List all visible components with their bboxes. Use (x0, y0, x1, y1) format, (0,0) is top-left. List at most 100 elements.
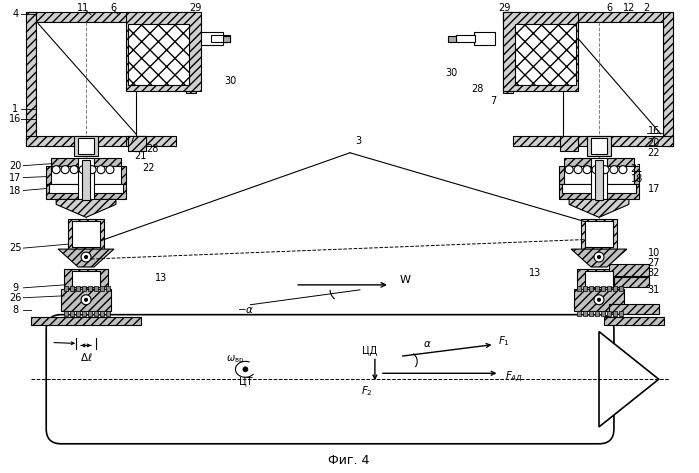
Bar (126, 12, 201, 91)
Bar (128, 24, 189, 85)
Circle shape (61, 166, 69, 174)
Bar (100, 286, 104, 291)
Bar (553, 136, 672, 146)
Text: 22: 22 (647, 148, 660, 158)
Bar (601, 311, 605, 315)
Bar (88, 286, 92, 291)
Circle shape (79, 166, 87, 174)
Bar (61, 289, 111, 311)
Circle shape (592, 166, 600, 174)
Bar (513, 136, 563, 146)
Bar (78, 158, 94, 202)
Bar (609, 304, 658, 314)
Text: $F_1$: $F_1$ (498, 334, 510, 349)
Bar (82, 311, 86, 315)
Circle shape (565, 166, 573, 174)
Text: ЦТ: ЦТ (238, 376, 252, 386)
Polygon shape (58, 249, 114, 267)
Circle shape (583, 166, 591, 174)
Text: $F_{АД}$: $F_{АД}$ (505, 369, 524, 383)
Text: 7: 7 (128, 136, 134, 146)
Bar (607, 286, 611, 291)
Text: 21: 21 (135, 151, 147, 161)
Bar (201, 32, 222, 45)
Circle shape (598, 255, 600, 259)
Circle shape (574, 166, 582, 174)
Polygon shape (569, 200, 629, 217)
Text: 30: 30 (445, 68, 458, 79)
Circle shape (594, 295, 604, 305)
Circle shape (594, 252, 604, 262)
Bar (619, 311, 623, 315)
Bar (574, 289, 624, 311)
Bar (604, 316, 664, 324)
Circle shape (598, 298, 600, 301)
Bar (503, 12, 672, 22)
Text: 4: 4 (13, 9, 18, 19)
Circle shape (601, 166, 609, 174)
Text: 6: 6 (606, 3, 612, 13)
Text: $F_2$: $F_2$ (361, 384, 373, 398)
Bar (100, 311, 104, 315)
Text: 25: 25 (9, 243, 22, 253)
Text: $\omega_{\rm вр}$: $\omega_{\rm вр}$ (226, 353, 245, 366)
Text: 3: 3 (355, 136, 361, 146)
Text: 17: 17 (647, 184, 660, 193)
Bar (447, 35, 456, 42)
Circle shape (85, 298, 87, 301)
Bar (126, 136, 175, 146)
Bar (82, 160, 90, 201)
Text: 28: 28 (147, 144, 159, 154)
Text: 16: 16 (9, 114, 22, 124)
Bar (46, 184, 126, 200)
Bar (595, 311, 599, 315)
Bar (106, 286, 110, 291)
Circle shape (97, 166, 105, 174)
Bar (82, 286, 86, 291)
Bar (583, 286, 587, 291)
Bar (94, 286, 98, 291)
Bar (619, 286, 623, 291)
Bar (31, 316, 140, 324)
Text: 28: 28 (471, 84, 484, 94)
Bar (36, 22, 136, 136)
Bar (27, 136, 146, 146)
Text: 22: 22 (143, 163, 155, 173)
Bar (64, 269, 108, 289)
Bar (51, 166, 121, 184)
Bar (94, 311, 98, 315)
Bar (591, 138, 607, 154)
Bar (589, 311, 593, 315)
Polygon shape (56, 200, 116, 217)
Bar (591, 158, 607, 202)
Bar (587, 136, 611, 156)
Text: 29: 29 (189, 3, 202, 13)
Text: 20: 20 (9, 161, 22, 171)
Bar (563, 22, 663, 136)
Circle shape (85, 255, 87, 259)
Text: 8: 8 (13, 305, 18, 315)
Text: Фиг. 4: Фиг. 4 (329, 454, 370, 467)
Bar (559, 166, 639, 184)
Text: 18: 18 (9, 185, 22, 195)
Text: 13: 13 (154, 273, 167, 283)
Bar (210, 35, 231, 43)
Bar (76, 311, 80, 315)
Bar (581, 219, 617, 249)
Bar (560, 136, 578, 151)
Bar (585, 271, 613, 287)
Bar (106, 311, 110, 315)
Text: 30: 30 (224, 76, 236, 86)
Text: 12: 12 (623, 3, 635, 13)
Circle shape (106, 166, 114, 174)
Text: $\alpha$: $\alpha$ (424, 340, 432, 350)
Text: 9: 9 (13, 283, 18, 293)
Bar (564, 158, 634, 166)
Bar (222, 35, 231, 42)
Bar (559, 184, 639, 200)
Text: 16: 16 (648, 126, 660, 136)
Polygon shape (599, 332, 658, 427)
Bar (186, 12, 196, 93)
Bar (76, 286, 80, 291)
Bar (589, 286, 593, 291)
